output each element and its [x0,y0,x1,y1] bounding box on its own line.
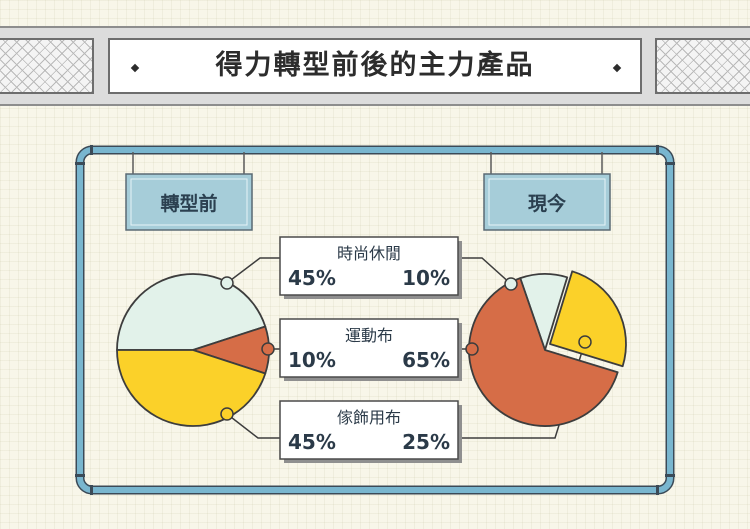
value-label-now: 10% [402,266,450,290]
category-label: 時尚休閒 [337,244,401,263]
pie-now [468,270,627,427]
mesh-pattern-right [655,38,750,94]
pipe-joints [75,145,675,495]
title-box: 得力轉型前後的主力產品 [108,38,642,94]
pie-before-slice-3 [116,349,267,427]
marker-dots [220,276,592,421]
value-label-before: 45% [288,430,336,454]
value-label-now: 25% [402,430,450,454]
series-label-now: 現今 [528,192,566,215]
pie-before [116,273,270,427]
category-label: 運動布 [345,326,393,345]
title-banner: 得力轉型前後的主力產品 [0,26,750,106]
category-box-2: 運動布 10% 65% [279,318,462,381]
category-label: 傢飾用布 [337,408,401,427]
sign-before: 轉型前 [125,152,253,231]
pie-now-slice-2 [468,277,619,427]
pie-before-slice-1 [116,273,267,351]
mesh-pattern-left [0,38,94,94]
value-label-before: 45% [288,266,336,290]
series-label-before: 轉型前 [160,192,217,215]
page-title: 得力轉型前後的主力產品 [215,50,535,81]
value-label-before: 10% [288,348,336,372]
sign-now: 現今 [483,152,611,231]
frame-pipe [77,147,673,493]
value-label-now: 65% [402,348,450,372]
pie-now-slice-3 [549,270,627,368]
